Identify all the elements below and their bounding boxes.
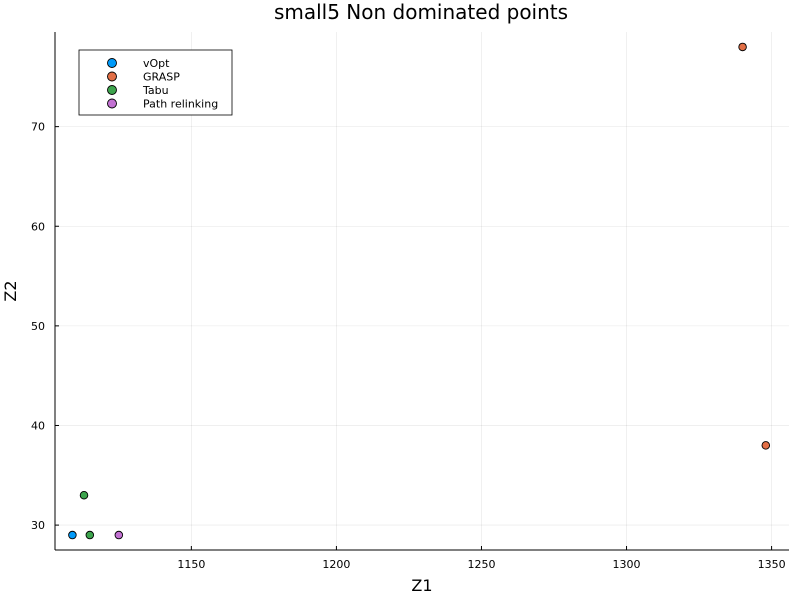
legend-marker bbox=[107, 71, 117, 82]
x-axis-label: Z1 bbox=[411, 576, 432, 595]
data-point-grasp bbox=[761, 441, 771, 450]
y-tick-label: 50 bbox=[31, 320, 45, 333]
chart-title: small5 Non dominated points bbox=[274, 0, 568, 24]
data-points bbox=[68, 42, 771, 540]
x-tick-label: 1250 bbox=[467, 558, 495, 571]
y-tick-label: 60 bbox=[31, 220, 45, 233]
x-tick-label: 1300 bbox=[613, 558, 641, 571]
data-point-vopt bbox=[68, 530, 77, 540]
y-tick-label: 30 bbox=[31, 519, 45, 532]
legend-label: Path relinking bbox=[143, 98, 218, 111]
legend-marker bbox=[107, 98, 117, 109]
y-tick-label: 40 bbox=[31, 419, 45, 432]
legend-marker bbox=[107, 58, 117, 68]
data-point-path-relinking bbox=[114, 530, 124, 540]
x-tick-label: 1150 bbox=[177, 558, 205, 571]
grid-lines bbox=[55, 32, 789, 550]
y-tick-label: 70 bbox=[31, 121, 45, 134]
data-point-tabu bbox=[85, 530, 95, 540]
x-tick-label: 1200 bbox=[322, 558, 350, 571]
legend-marker bbox=[107, 85, 117, 95]
data-point-tabu bbox=[79, 490, 89, 500]
y-tick-labels: 30 40 50 60 70 bbox=[31, 121, 59, 532]
data-point-grasp bbox=[738, 42, 747, 52]
x-tick-labels: 1150 1200 1250 1300 1350 bbox=[177, 546, 786, 571]
legend-label: GRASP bbox=[143, 71, 180, 84]
y-axis-label: Z2 bbox=[1, 280, 20, 301]
x-tick-label: 1350 bbox=[758, 558, 786, 571]
legend-label: vOpt bbox=[143, 57, 170, 70]
legend-label: Tabu bbox=[142, 84, 169, 97]
legend-box bbox=[78, 49, 233, 116]
